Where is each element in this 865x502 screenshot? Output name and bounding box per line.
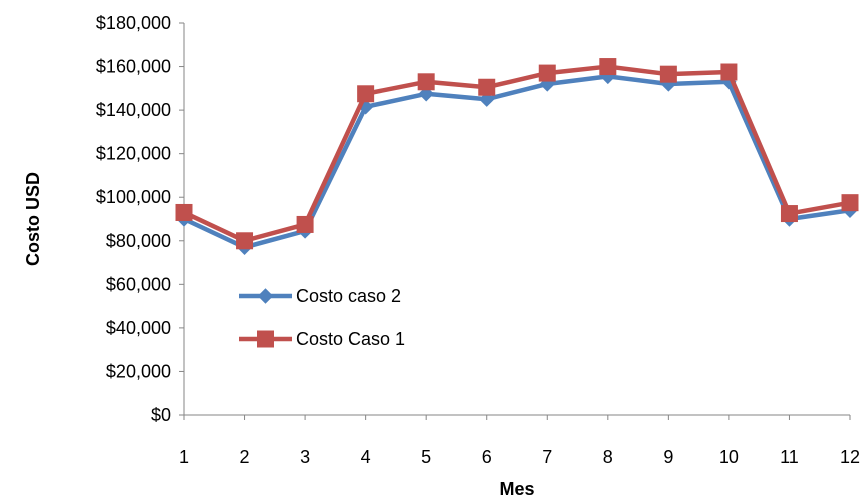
x-tick-label: 7 bbox=[542, 447, 552, 467]
y-tick-label: $60,000 bbox=[106, 274, 171, 294]
y-axis-title: Costo USD bbox=[23, 172, 43, 266]
legend-marker bbox=[257, 288, 274, 304]
y-tick-label: $120,000 bbox=[96, 144, 171, 164]
series-line bbox=[183, 74, 851, 250]
x-tick-label: 12 bbox=[840, 447, 860, 467]
y-tick-label: $0 bbox=[151, 405, 171, 425]
legend-label: Costo Caso 1 bbox=[296, 329, 405, 349]
data-point-marker bbox=[841, 194, 859, 212]
y-tick-label: $100,000 bbox=[96, 187, 171, 207]
y-tick-label: $20,000 bbox=[106, 361, 171, 381]
data-point-marker bbox=[357, 85, 375, 103]
x-tick-label: 1 bbox=[179, 447, 189, 467]
x-tick-label: 3 bbox=[300, 447, 310, 467]
x-tick-label: 2 bbox=[240, 447, 250, 467]
legend-entry-1: Costo caso 2 bbox=[239, 286, 401, 306]
data-point-marker bbox=[478, 78, 496, 96]
data-point-marker bbox=[175, 203, 193, 221]
x-tick-labels: 1 2 3 4 5 6 7 8 9 10 11 12 bbox=[179, 447, 860, 467]
data-point-marker bbox=[599, 58, 617, 76]
x-tick-label: 10 bbox=[719, 447, 739, 467]
y-tick-label: $40,000 bbox=[106, 318, 171, 338]
data-point-marker bbox=[296, 215, 314, 233]
legend-label: Costo caso 2 bbox=[296, 286, 401, 306]
data-point-marker bbox=[720, 63, 738, 81]
series-group bbox=[175, 58, 859, 256]
series-line bbox=[183, 64, 851, 244]
y-tick-label: $80,000 bbox=[106, 231, 171, 251]
y-tick-label: $180,000 bbox=[96, 13, 171, 33]
x-axis-title: Mes bbox=[499, 479, 534, 499]
x-tick-label: 4 bbox=[361, 447, 371, 467]
data-point-marker bbox=[780, 205, 798, 223]
x-tick-label: 8 bbox=[603, 447, 613, 467]
series-2 bbox=[175, 58, 859, 250]
data-point-marker bbox=[538, 64, 556, 82]
legend: Costo caso 2 Costo Caso 1 bbox=[239, 286, 405, 349]
y-tick-labels: $0 $20,000 $40,000 $60,000 $80,000 $100,000 $1… bbox=[96, 13, 171, 425]
y-tick-label: $140,000 bbox=[96, 100, 171, 120]
y-tick-label: $160,000 bbox=[96, 57, 171, 77]
series-1 bbox=[176, 68, 858, 256]
x-tick-label: 11 bbox=[780, 447, 799, 467]
data-point-marker bbox=[236, 232, 254, 250]
data-point-marker bbox=[659, 65, 677, 83]
legend-marker bbox=[257, 330, 274, 348]
x-tick-label: 6 bbox=[482, 447, 492, 467]
x-tick-label: 5 bbox=[421, 447, 431, 467]
data-point-marker bbox=[417, 73, 435, 91]
legend-entry-2: Costo Caso 1 bbox=[239, 329, 405, 349]
x-tick-label: 9 bbox=[663, 447, 673, 467]
